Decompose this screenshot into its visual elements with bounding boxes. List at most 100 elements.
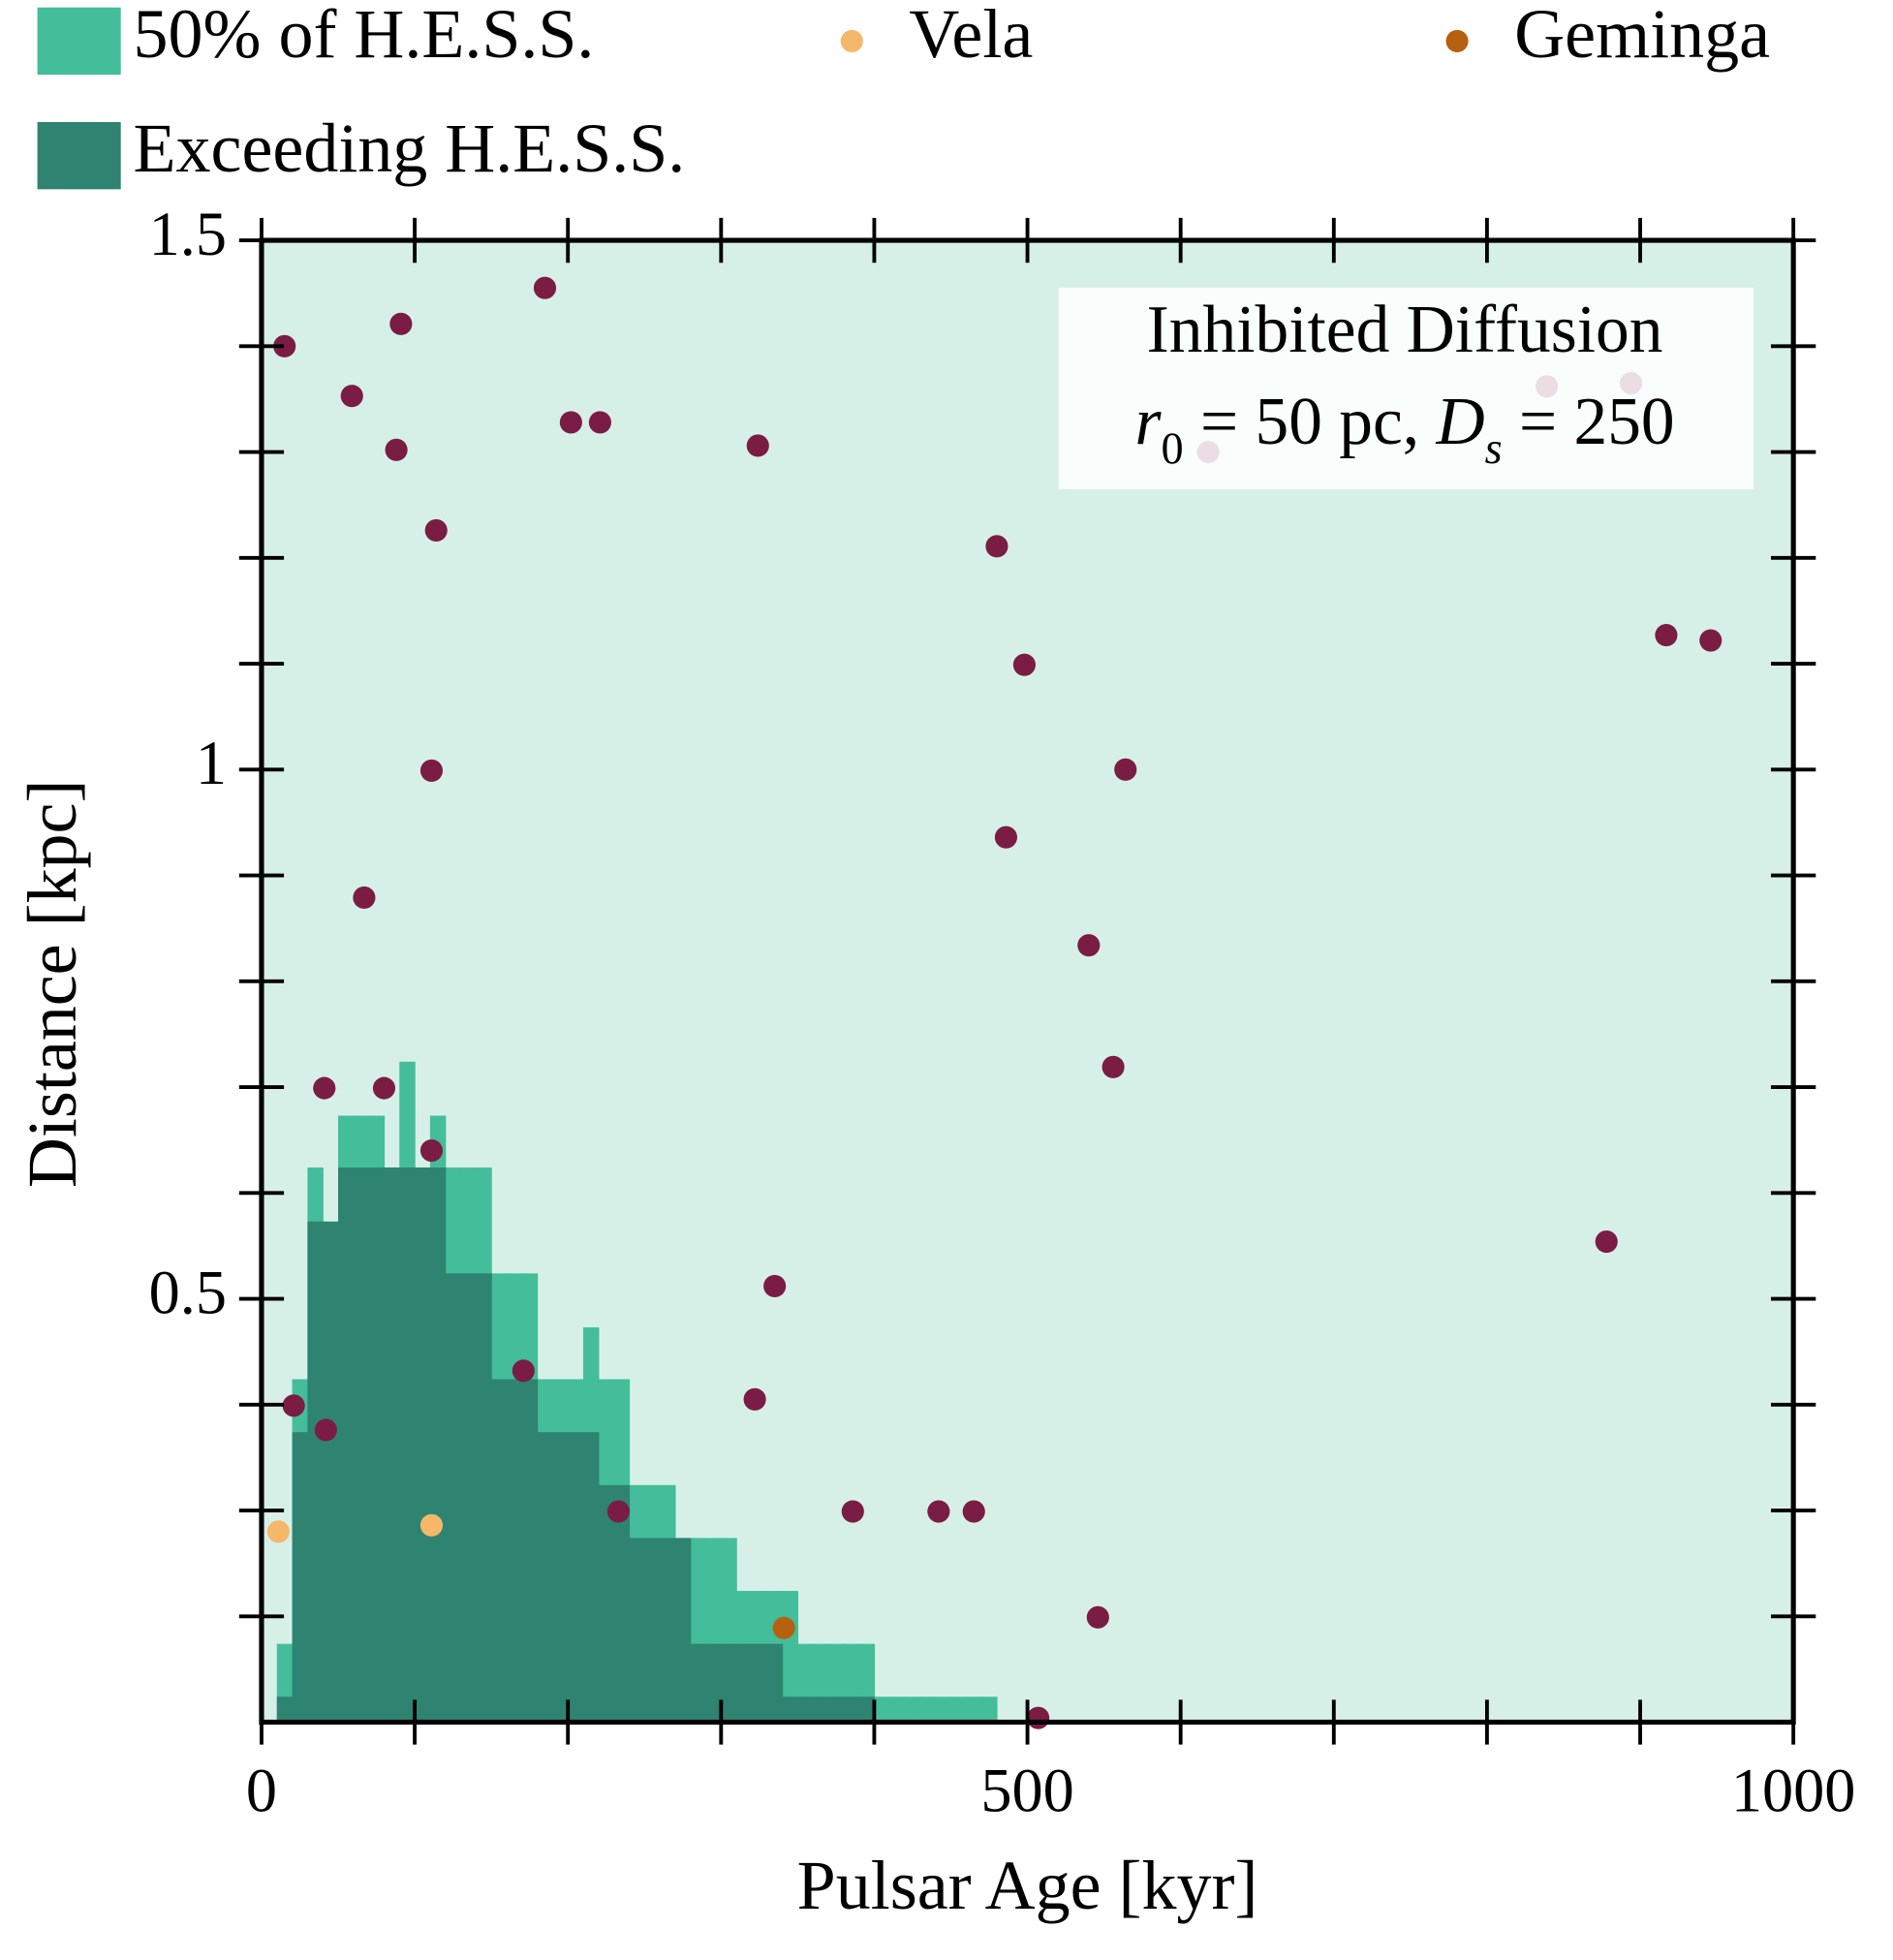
y-axis-label: Distance [kpc]	[14, 780, 91, 1189]
annotation-part: = 50 pc,	[1184, 385, 1437, 459]
legend-label: Vela	[909, 0, 1033, 73]
legend-swatch	[37, 121, 121, 190]
histogram-bar	[751, 1643, 768, 1723]
histogram-bar	[598, 1484, 615, 1723]
legend-label: 50% of H.E.S.S.	[134, 0, 595, 73]
histogram-bar	[460, 1273, 477, 1723]
y-tick-label: 0.5	[149, 1258, 227, 1326]
histogram-bar	[874, 1696, 890, 1723]
annotation-part: s	[1485, 424, 1503, 474]
scatter-point	[927, 1500, 950, 1523]
histogram-bar	[491, 1379, 508, 1723]
histogram-bar	[353, 1167, 370, 1723]
annotation-title: Inhibited Diffusion	[1147, 293, 1663, 367]
scatter-point	[606, 1500, 630, 1523]
histogram-bar	[966, 1696, 982, 1723]
histogram-bar	[813, 1696, 829, 1723]
x-axis-label: Pulsar Age [kyr]	[797, 1847, 1258, 1924]
histogram-bar	[521, 1379, 539, 1723]
histogram-bar	[919, 1696, 937, 1723]
histogram-bar	[981, 1696, 998, 1723]
scatter-point	[424, 518, 448, 542]
histogram-bar	[399, 1167, 416, 1723]
histogram-bar	[843, 1696, 860, 1723]
scatter-point	[353, 886, 376, 910]
histogram-bar	[384, 1167, 400, 1723]
histogram-bar	[276, 1696, 294, 1723]
histogram-bar	[537, 1432, 554, 1723]
scatter-point	[1027, 1706, 1050, 1729]
scatter-point	[266, 1520, 290, 1543]
scatter-point	[994, 825, 1017, 849]
annotation-part: = 250	[1503, 385, 1675, 459]
histogram-bar	[782, 1696, 799, 1723]
scatter-point	[419, 1139, 444, 1163]
legend-marker	[1445, 29, 1469, 52]
histogram-bar	[629, 1538, 645, 1723]
histogram-bar	[368, 1167, 386, 1723]
histogram-bar	[292, 1432, 309, 1723]
scatter-point	[772, 1616, 795, 1639]
scatter-point	[763, 1274, 787, 1297]
scatter-point	[1699, 629, 1722, 652]
scatter-point	[841, 1500, 864, 1523]
scatter-point	[314, 1418, 337, 1442]
histogram-bar	[905, 1696, 921, 1723]
scatter-point	[340, 385, 363, 408]
scatter-point	[985, 535, 1009, 558]
scatter-point	[1102, 1055, 1125, 1078]
scatter-point	[1077, 934, 1101, 957]
histogram-bar	[950, 1696, 967, 1723]
histogram-bar	[935, 1696, 952, 1723]
scatter-point	[1086, 1605, 1109, 1629]
histogram-bar	[476, 1273, 492, 1723]
scatter-point	[743, 1387, 766, 1411]
annotation-box	[1058, 287, 1754, 490]
histogram-bar	[568, 1432, 584, 1723]
histogram-bar	[721, 1643, 737, 1723]
scatter-point	[389, 312, 413, 335]
scatter-point	[419, 759, 444, 782]
scatter-point	[313, 1076, 336, 1100]
histogram-bar	[644, 1538, 661, 1723]
histogram-bar	[705, 1643, 722, 1723]
histogram-bar	[307, 1221, 324, 1723]
annotation-part: r	[1134, 385, 1162, 459]
histogram-bar	[828, 1696, 845, 1723]
legend-label: Geminga	[1514, 0, 1770, 73]
scatter-point	[385, 438, 408, 461]
legend-swatch	[37, 7, 121, 76]
y-tick-label: 1.5	[149, 200, 227, 268]
histogram-bar	[323, 1221, 339, 1723]
scatter-point	[419, 1513, 444, 1537]
scatter-point	[1595, 1229, 1618, 1254]
histogram-bar	[690, 1643, 707, 1723]
legend-label: Exceeding H.E.S.S.	[134, 109, 686, 187]
scatter-point	[746, 434, 769, 457]
scatter-point	[962, 1500, 985, 1523]
scatter-point	[533, 276, 557, 299]
histogram-bar	[552, 1432, 569, 1723]
histogram-bar	[766, 1643, 784, 1723]
histogram-bar	[429, 1167, 447, 1723]
histogram-bar	[415, 1167, 431, 1723]
annotation-text: r0 = 50 pc, Ds = 250	[1134, 385, 1674, 474]
scatter-point	[1114, 758, 1137, 781]
histogram-bar	[736, 1643, 753, 1723]
histogram-bar	[858, 1696, 876, 1723]
x-tick-label: 1000	[1731, 1756, 1856, 1824]
annotation-part: D	[1436, 385, 1485, 459]
scatter-point	[588, 411, 611, 434]
histogram-bar	[583, 1432, 600, 1723]
histogram-bar	[338, 1167, 355, 1723]
histogram-bar	[445, 1273, 462, 1723]
histogram-bar	[889, 1696, 906, 1723]
histogram-bar	[506, 1379, 523, 1723]
scatter-point	[512, 1359, 535, 1383]
annotation-part: 0	[1162, 424, 1184, 474]
x-tick-label: 0	[246, 1756, 277, 1824]
scatter-point	[1012, 653, 1036, 676]
legend-marker	[840, 29, 863, 52]
